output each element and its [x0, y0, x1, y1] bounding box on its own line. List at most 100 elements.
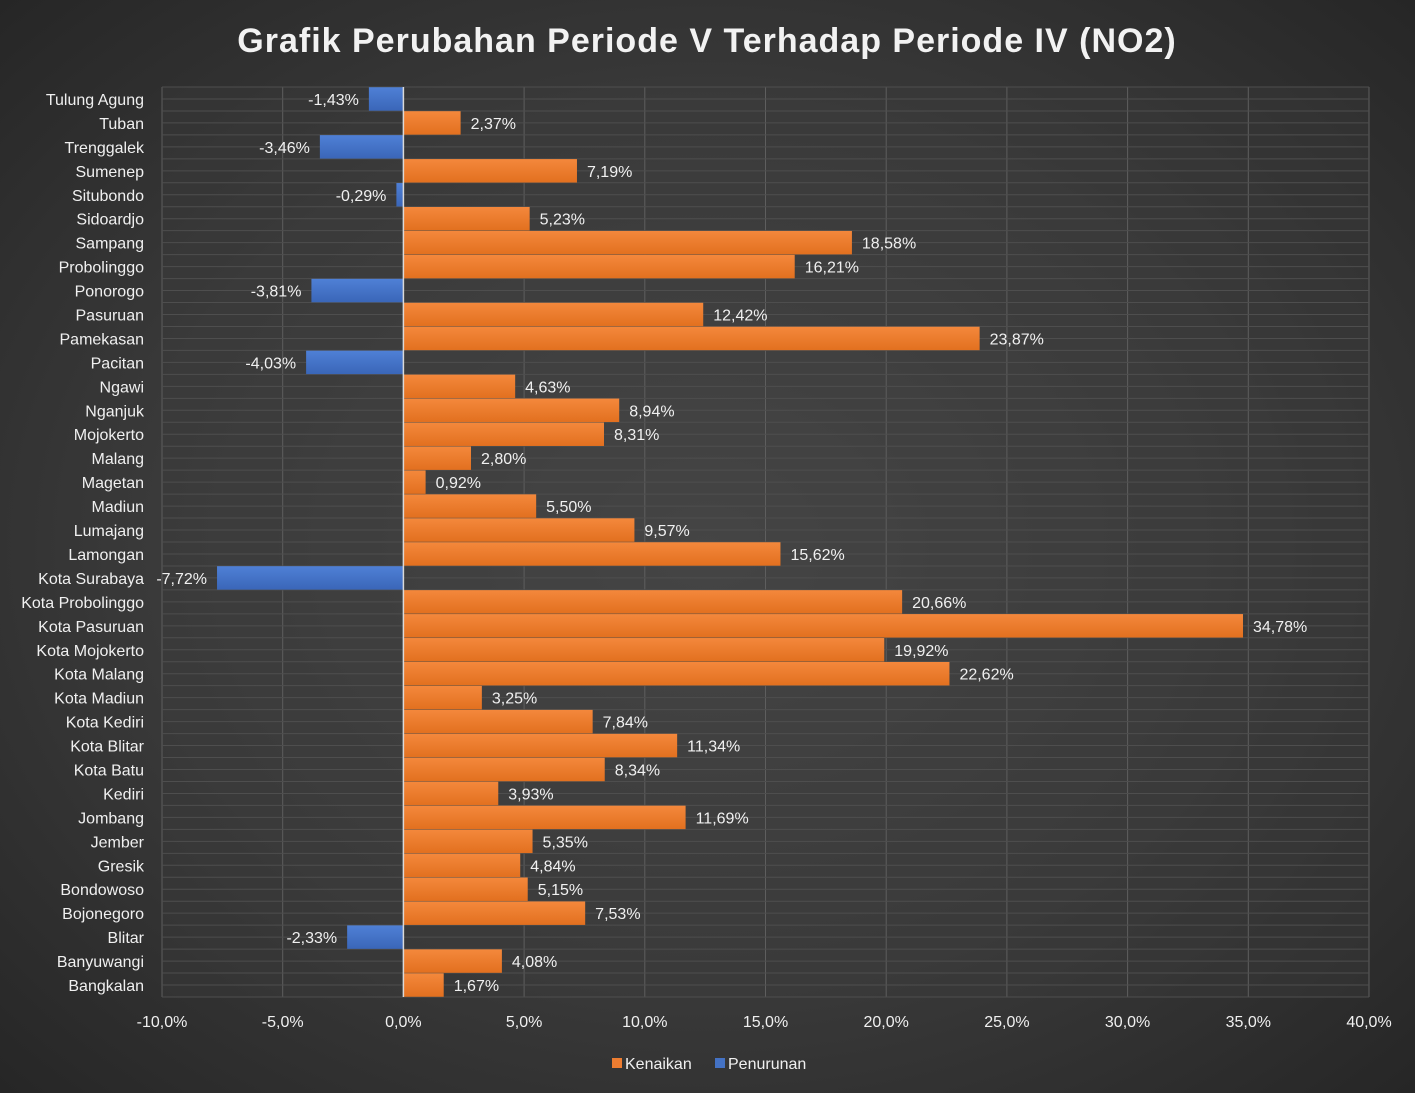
value-label: 5,23%: [540, 212, 585, 229]
bar-lamongan: [403, 542, 781, 566]
x-tick-label: 15,0%: [743, 1014, 788, 1031]
bar-kota-pasuruan: [403, 614, 1243, 638]
bar-jombang: [403, 805, 686, 830]
bar-bojonegoro: [403, 901, 586, 925]
value-label: 5,35%: [543, 834, 588, 851]
category-label: Sidoardjo: [76, 212, 144, 229]
value-label: 7,53%: [595, 906, 640, 923]
category-label: Kediri: [103, 786, 144, 803]
bar-pacitan: [306, 350, 404, 375]
x-tick-label: -5,0%: [262, 1014, 304, 1031]
x-tick-label: 5,0%: [506, 1014, 542, 1031]
bar-lumajang: [403, 518, 635, 542]
bar-kota-surabaya: [217, 566, 404, 590]
category-label: Kota Kediri: [66, 715, 144, 732]
category-label: Probolinggo: [59, 260, 145, 277]
value-label: 3,25%: [492, 691, 537, 708]
legend-label: Penurunan: [728, 1056, 806, 1073]
category-label: Kota Pasuruan: [38, 619, 144, 636]
category-label: Kota Surabaya: [38, 571, 144, 588]
bar-kota-batu: [403, 757, 605, 782]
category-label: Ponorogo: [75, 284, 144, 301]
value-label: 1,67%: [454, 978, 499, 995]
value-label: 11,69%: [696, 810, 749, 827]
category-label: Tuban: [99, 116, 144, 133]
value-label: 15,62%: [790, 547, 844, 564]
category-label: Lamongan: [68, 547, 144, 564]
value-label: 34,78%: [1253, 619, 1307, 636]
bar-probolinggo: [403, 254, 795, 279]
chart-title: Grafik Perubahan Periode V Terhadap Peri…: [237, 22, 1176, 60]
bar-malang: [403, 446, 471, 470]
value-label: -0,29%: [336, 188, 387, 205]
value-label: 11,34%: [687, 739, 740, 756]
x-tick-label: 0,0%: [385, 1014, 421, 1031]
bars: [217, 87, 1243, 997]
bar-tulung-agung: [368, 87, 404, 111]
category-label: Trenggalek: [65, 140, 145, 157]
value-label: 4,84%: [530, 858, 575, 875]
legend-swatch: [715, 1058, 725, 1068]
value-label: -2,33%: [286, 930, 337, 947]
bar-ngawi: [403, 374, 516, 399]
category-label: Kota Madiun: [54, 691, 144, 708]
value-label: 9,57%: [644, 523, 689, 540]
bar-pamekasan: [403, 326, 980, 351]
bar-kota-mojokerto: [403, 638, 885, 662]
bar-ponorogo: [311, 278, 404, 303]
category-label: Sampang: [76, 236, 145, 253]
bar-kota-kediri: [403, 709, 593, 734]
bar-situbondo: [396, 183, 404, 207]
bar-kota-blitar: [403, 733, 678, 758]
category-label: Malang: [92, 451, 144, 468]
category-label: Sumenep: [76, 164, 145, 181]
category-label: Jombang: [78, 810, 144, 827]
category-label: Madiun: [92, 499, 144, 516]
value-label: -1,43%: [308, 92, 359, 109]
bar-jember: [403, 829, 533, 854]
x-tick-label: 10,0%: [622, 1014, 667, 1031]
value-label: 0,92%: [436, 475, 481, 492]
value-label: 22,62%: [959, 667, 1013, 684]
category-label: Kota Malang: [54, 667, 144, 684]
bar-kota-madiun: [403, 685, 482, 710]
value-label: 5,15%: [538, 882, 583, 899]
value-label: 8,34%: [615, 763, 660, 780]
x-tick-label: -10,0%: [137, 1014, 188, 1031]
bar-tuban: [403, 111, 461, 135]
category-label: Blitar: [108, 930, 145, 947]
bar-sumenep: [403, 159, 577, 183]
category-label: Nganjuk: [85, 403, 145, 420]
category-label: Bondowoso: [60, 882, 144, 899]
value-label: 23,87%: [990, 331, 1044, 348]
bar-pasuruan: [403, 302, 704, 327]
bar-mojokerto: [403, 422, 605, 446]
category-label: Kota Blitar: [70, 739, 144, 756]
x-tick-label: 35,0%: [1226, 1014, 1271, 1031]
category-label: Mojokerto: [74, 427, 144, 444]
legend-label: Kenaikan: [625, 1056, 692, 1073]
value-label: -3,46%: [259, 140, 310, 157]
category-label: Kota Mojokerto: [36, 643, 144, 660]
bar-trenggalek: [319, 135, 404, 159]
value-label: 12,42%: [713, 308, 767, 325]
category-label: Tulung Agung: [46, 92, 144, 109]
bar-bondowoso: [403, 877, 528, 901]
bar-gresik: [403, 853, 521, 878]
bar-banyuwangi: [403, 949, 502, 973]
value-label: 4,63%: [525, 379, 570, 396]
category-axis: Tulung Agung Tuban Trenggalek Sumenep Situbo…: [21, 92, 145, 995]
bar-kota-probolinggo: [403, 590, 903, 614]
value-label: 19,92%: [894, 643, 948, 660]
value-label: 2,80%: [481, 451, 526, 468]
value-labels: -1,43%2,37%-3,46%7,19%-0,29%5,23%18,58%1…: [156, 92, 1307, 995]
value-label: -4,03%: [245, 355, 296, 372]
value-label: 7,84%: [603, 715, 648, 732]
value-label: 8,94%: [629, 403, 674, 420]
category-label: Kota Probolinggo: [21, 595, 144, 612]
category-label: Jember: [91, 834, 145, 851]
legend: Kenaikan Penurunan: [612, 1056, 806, 1073]
bar-kota-malang: [403, 661, 950, 686]
category-label: Lumajang: [74, 523, 144, 540]
